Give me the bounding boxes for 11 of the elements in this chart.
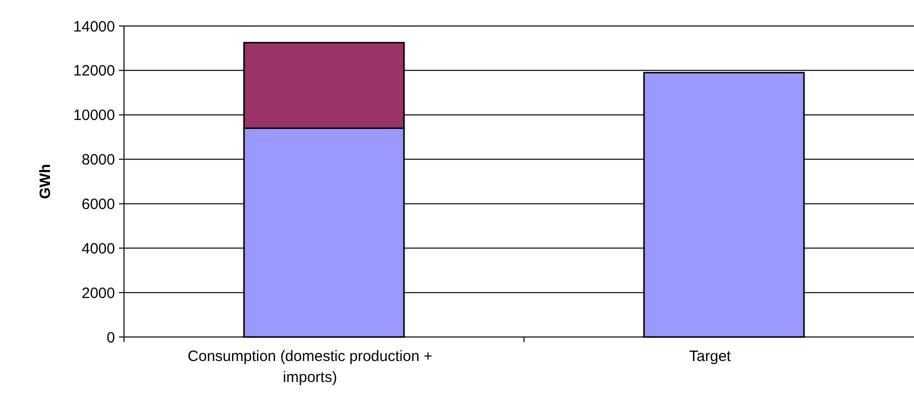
y-tick-label: 2000 bbox=[82, 284, 115, 302]
y-tick-label: 8000 bbox=[82, 152, 115, 169]
x-tick-label: Consumption (domestic production + imports) bbox=[188, 348, 433, 386]
y-tick-label: 14000 bbox=[73, 18, 115, 36]
y-tick-label: 0 bbox=[106, 329, 115, 346]
y-tick-label: 10000 bbox=[73, 107, 115, 124]
y-tick-label: 12000 bbox=[73, 62, 115, 80]
y-axis-title: GWh bbox=[37, 164, 54, 199]
x-tick-label: Target bbox=[689, 348, 732, 365]
y-tick-label: 6000 bbox=[82, 196, 115, 213]
y-tick-label: 4000 bbox=[82, 240, 115, 258]
